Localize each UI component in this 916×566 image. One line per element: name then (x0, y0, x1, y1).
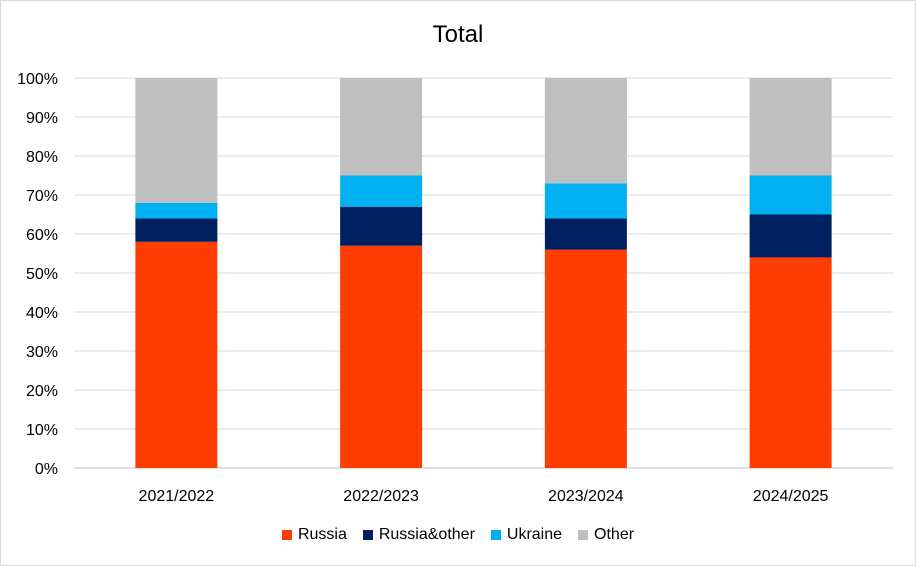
y-tick-label: 10% (26, 422, 58, 439)
y-tick-label: 60% (26, 227, 58, 244)
bar-segment-other (544, 78, 627, 184)
legend-swatch (578, 530, 589, 540)
legend-item: Russia&other (362, 525, 475, 545)
y-tick-label: 0% (35, 461, 58, 478)
y-tick-label: 30% (26, 344, 58, 361)
bar-segment-russia-other (340, 206, 423, 246)
y-tick-label: 100% (17, 71, 58, 88)
bar-segment-russia-other (544, 218, 627, 250)
legend-item: Russia (281, 525, 347, 545)
legend-label: Other (594, 526, 635, 543)
bar-segment-other (340, 78, 423, 176)
legend-swatch (490, 530, 501, 540)
bar-segment-russia-other (749, 214, 832, 258)
bar-segment-russia (749, 257, 832, 468)
y-tick-label: 20% (26, 383, 58, 400)
legend-label: Russia&other (378, 526, 475, 543)
bar-segment-ukraine (749, 175, 832, 215)
bar-segment-ukraine (135, 202, 218, 219)
legend-label: Russia (297, 526, 347, 543)
y-tick-label: 80% (26, 149, 58, 166)
y-tick-label: 90% (26, 110, 58, 127)
bar-segment-ukraine (544, 183, 627, 219)
bar-segment-russia (135, 241, 218, 468)
legend-item: Ukraine (490, 525, 563, 545)
chart-title: Total (432, 21, 484, 48)
bar-segment-other (749, 78, 832, 176)
bar-segment-other (135, 78, 218, 203)
bar-segment-ukraine (340, 175, 423, 207)
legend-swatch (362, 530, 373, 540)
legend-item: Other (578, 525, 634, 545)
legend-swatch (281, 530, 292, 540)
x-tick-label: 2023/2024 (548, 488, 624, 505)
y-tick-label: 50% (26, 266, 58, 283)
legend-label: Ukraine (506, 526, 563, 543)
x-tick-label: 2022/2023 (343, 488, 419, 505)
y-tick-label: 70% (26, 188, 58, 205)
bar-segment-russia (544, 249, 627, 468)
chart-legend: Russia Russia&other Ukraine Other (1, 525, 915, 545)
x-tick-label: 2024/2025 (753, 488, 829, 505)
y-tick-label: 40% (26, 305, 58, 322)
bar-segment-russia (340, 245, 423, 468)
bar-segment-russia-other (135, 218, 218, 242)
x-tick-label: 2021/2022 (139, 488, 215, 505)
